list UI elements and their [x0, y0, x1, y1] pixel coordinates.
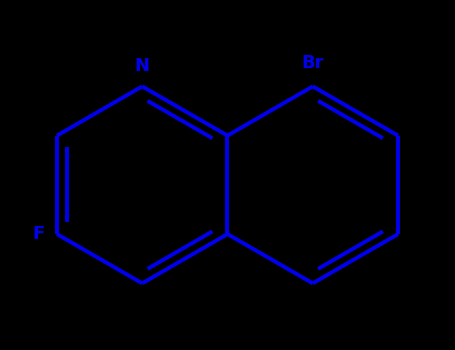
Text: N: N — [135, 57, 150, 75]
Text: Br: Br — [302, 54, 324, 72]
Text: F: F — [33, 225, 45, 243]
